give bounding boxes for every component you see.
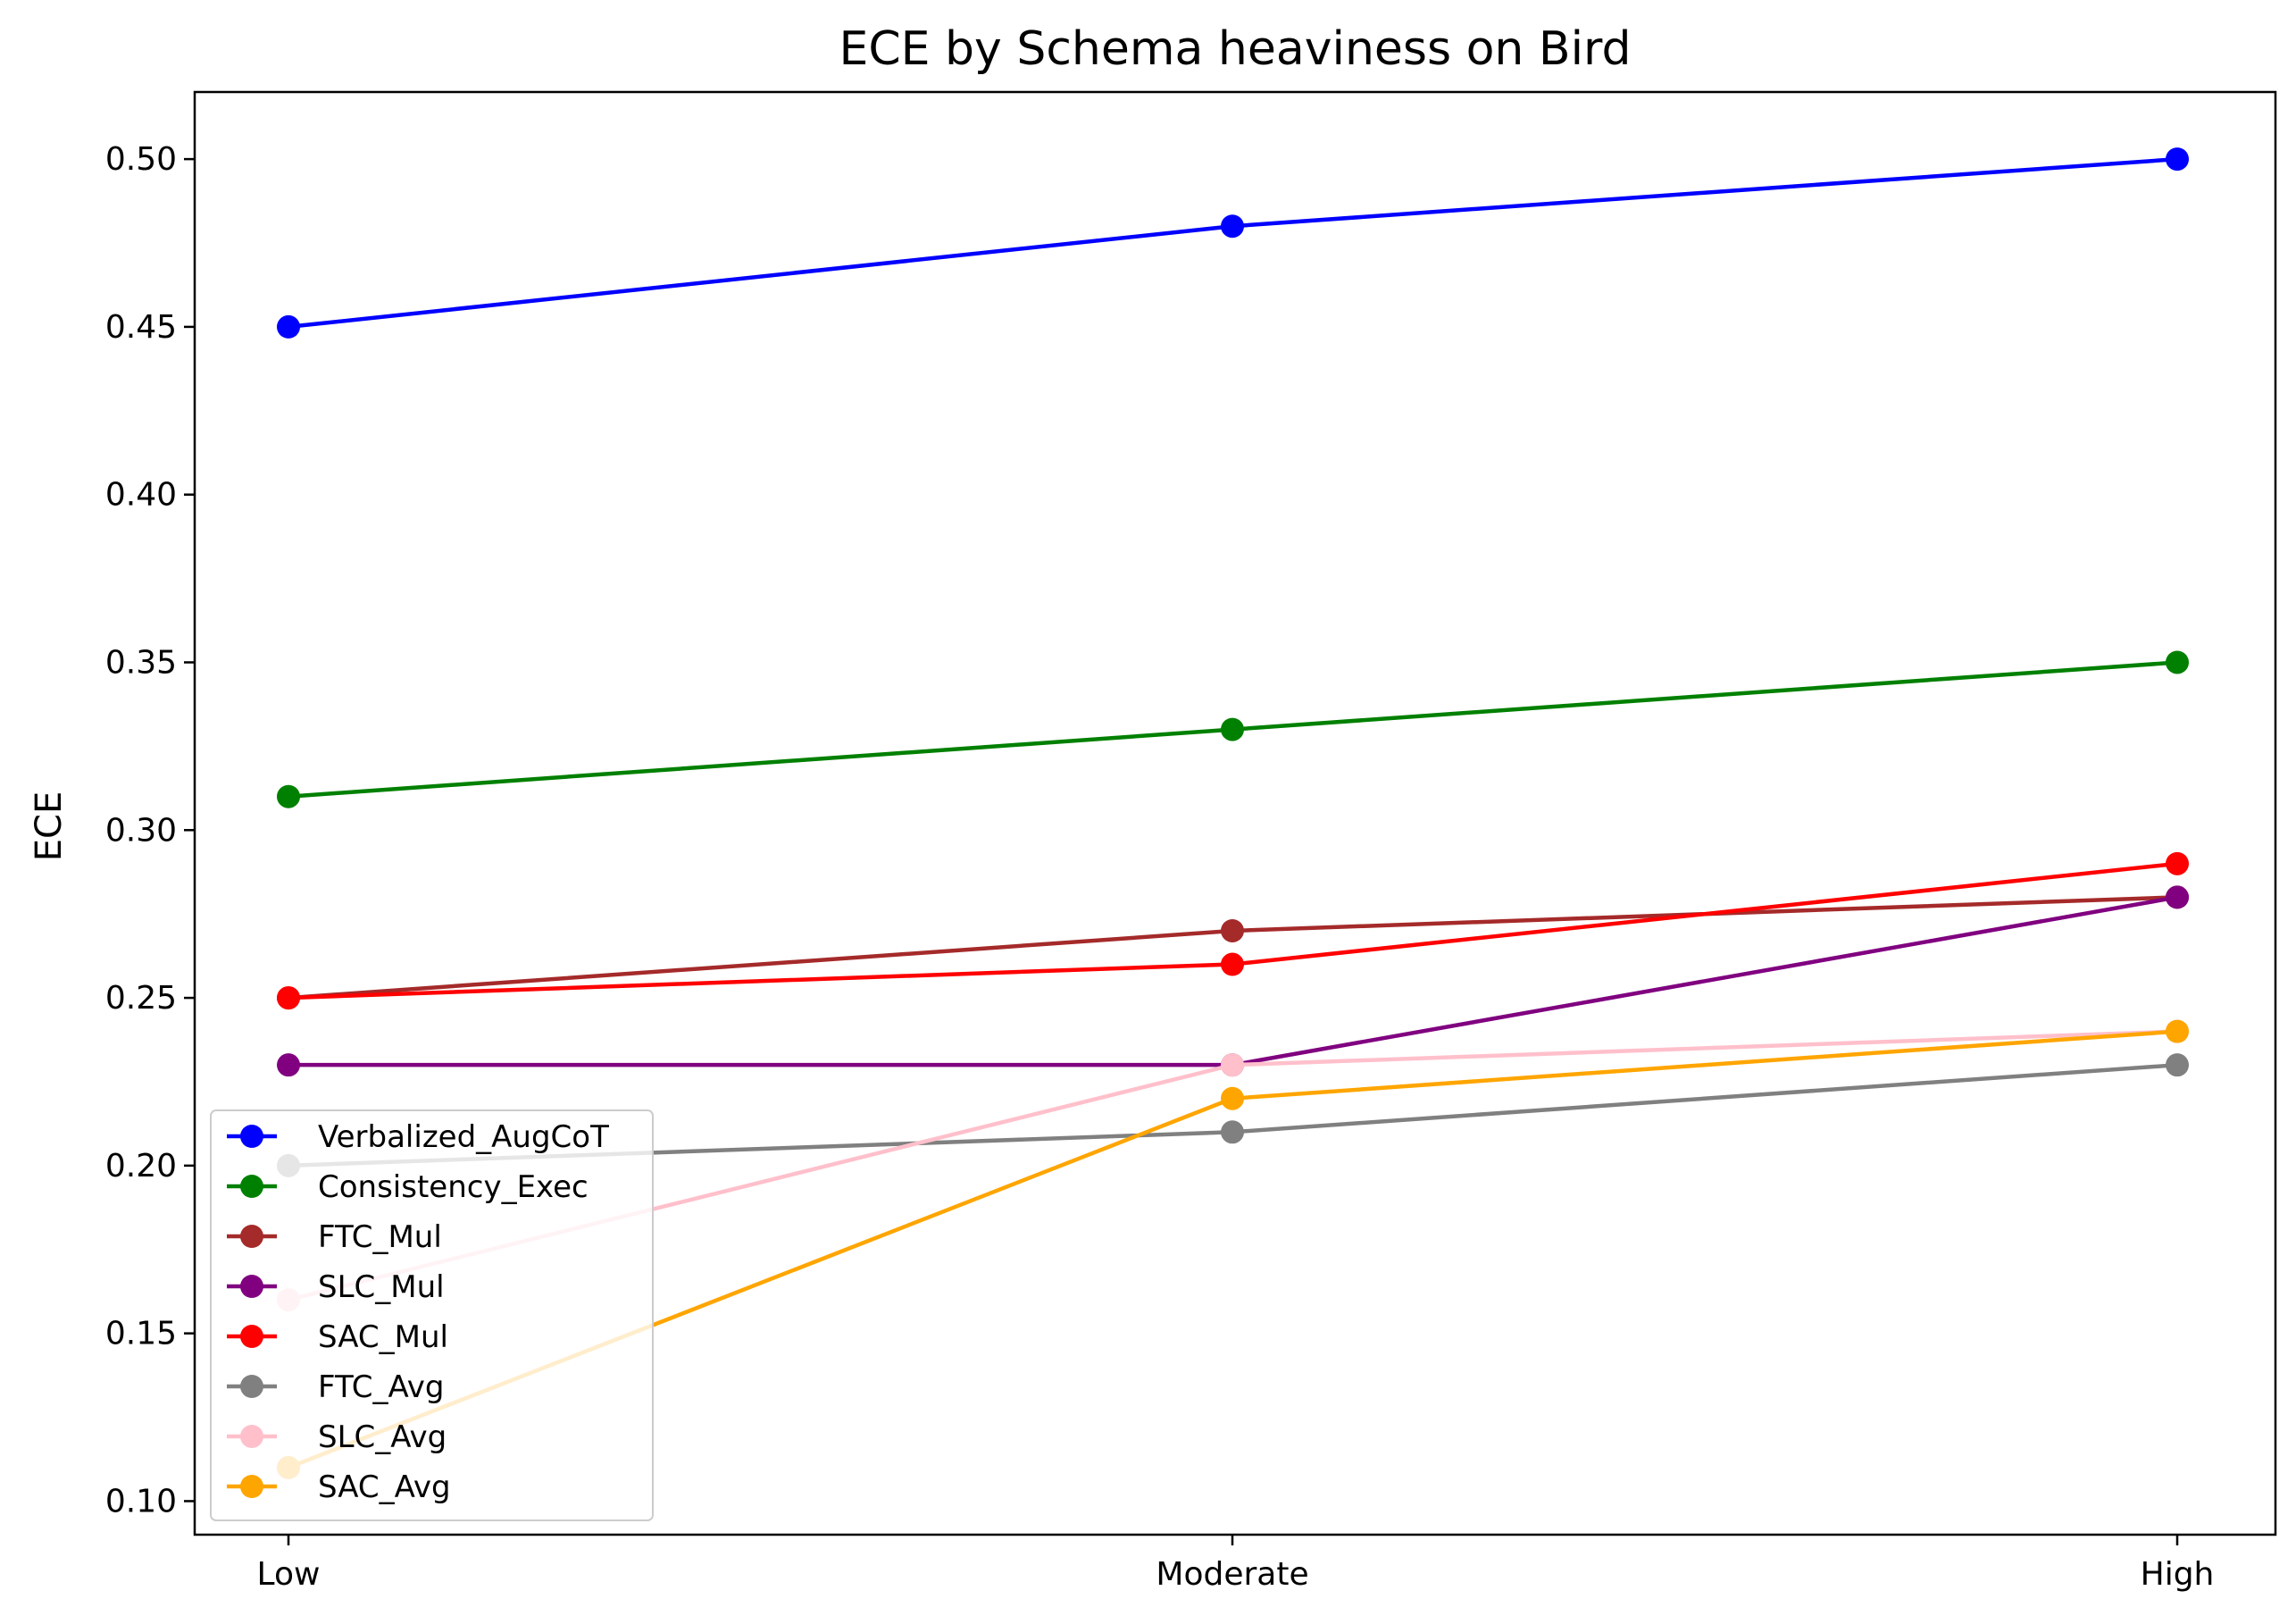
legend-label: SAC_Avg — [318, 1469, 451, 1505]
series-verbalized-augcot — [277, 147, 2189, 339]
legend-marker — [240, 1425, 263, 1448]
legend-item-verbalized-augcot: Verbalized_AugCoT — [227, 1119, 609, 1155]
legend-item-slc-avg: SLC_Avg — [227, 1419, 447, 1455]
data-point-ftc-mul — [1221, 918, 1244, 942]
y-axis-label: ECE — [29, 791, 70, 861]
legend-label: FTC_Mul — [318, 1219, 442, 1255]
legend-item-ftc-avg: FTC_Avg — [227, 1369, 444, 1405]
y-tick-label: 0.50 — [105, 141, 177, 178]
y-tick-label: 0.25 — [105, 980, 177, 1017]
legend-item-consistency-exec: Consistency_Exec — [227, 1169, 589, 1205]
legend-label: Consistency_Exec — [318, 1169, 589, 1205]
legend-label: Verbalized_AugCoT — [318, 1119, 609, 1155]
legend-label: SAC_Mul — [318, 1319, 448, 1355]
legend-marker — [240, 1125, 263, 1148]
x-axis: Low Moderate High — [257, 1535, 2215, 1593]
data-point-sac-avg — [2166, 1019, 2189, 1043]
legend-marker — [240, 1275, 263, 1298]
data-point-verbalized-augcot — [1221, 214, 1244, 239]
legend-marker — [240, 1175, 263, 1198]
chart-title: ECE by Schema heaviness on Bird — [839, 22, 1631, 76]
data-point-consistency-exec — [2166, 650, 2189, 674]
y-tick-label: 0.20 — [105, 1148, 177, 1185]
legend-item-ftc-mul: FTC_Mul — [227, 1219, 442, 1255]
data-point-slc-avg — [1221, 1053, 1244, 1077]
legend-marker — [240, 1225, 263, 1248]
legend-item-sac-avg: SAC_Avg — [227, 1469, 451, 1505]
y-tick-label: 0.45 — [105, 309, 177, 346]
data-point-slc-mul — [277, 1053, 300, 1077]
data-point-slc-mul — [2166, 885, 2189, 909]
legend-label: FTC_Avg — [318, 1369, 444, 1405]
data-point-ftc-avg — [1221, 1120, 1244, 1144]
series-consistency-exec — [277, 650, 2189, 808]
legend-box — [210, 1109, 654, 1521]
legend-item-sac-mul: SAC_Mul — [227, 1319, 448, 1355]
data-point-verbalized-augcot — [2166, 147, 2189, 172]
data-point-sac-mul — [1221, 952, 1244, 976]
legend-marker — [240, 1475, 263, 1498]
legend-item-slc-mul: SLC_Mul — [227, 1269, 445, 1305]
x-tick-label: High — [2141, 1556, 2215, 1593]
data-point-verbalized-augcot — [277, 314, 300, 339]
series-layer — [277, 147, 2189, 1479]
y-tick-label: 0.35 — [105, 644, 177, 681]
legend-marker — [240, 1375, 263, 1398]
y-tick-label: 0.40 — [105, 477, 177, 514]
y-tick-label: 0.30 — [105, 812, 177, 849]
y-tick-label: 0.10 — [105, 1483, 177, 1519]
legend: Verbalized_AugCoT Consistency_Exec FTC_Mul… — [210, 1109, 654, 1521]
series-slc-mul — [277, 885, 2189, 1077]
legend-label: SLC_Mul — [318, 1269, 445, 1305]
data-point-sac-mul — [277, 986, 300, 1010]
data-point-sac-avg — [1221, 1086, 1244, 1110]
data-point-consistency-exec — [277, 784, 300, 808]
series-line-verbalized-augcot — [288, 156, 2178, 330]
series-sac-mul — [277, 851, 2189, 1010]
plot-area-frame — [193, 90, 2277, 1536]
data-point-sac-mul — [2166, 851, 2189, 875]
y-axis: 0.10 0.15 0.20 0.25 0.30 0.35 0.40 0.45 0.50 — [105, 141, 195, 1519]
legend-marker — [240, 1325, 263, 1348]
legend-label: SLC_Avg — [318, 1419, 447, 1455]
data-point-ftc-avg — [2166, 1053, 2189, 1077]
y-tick-label: 0.15 — [105, 1316, 177, 1352]
x-tick-label: Moderate — [1156, 1556, 1308, 1593]
x-tick-label: Low — [257, 1556, 321, 1593]
data-point-consistency-exec — [1221, 717, 1244, 741]
